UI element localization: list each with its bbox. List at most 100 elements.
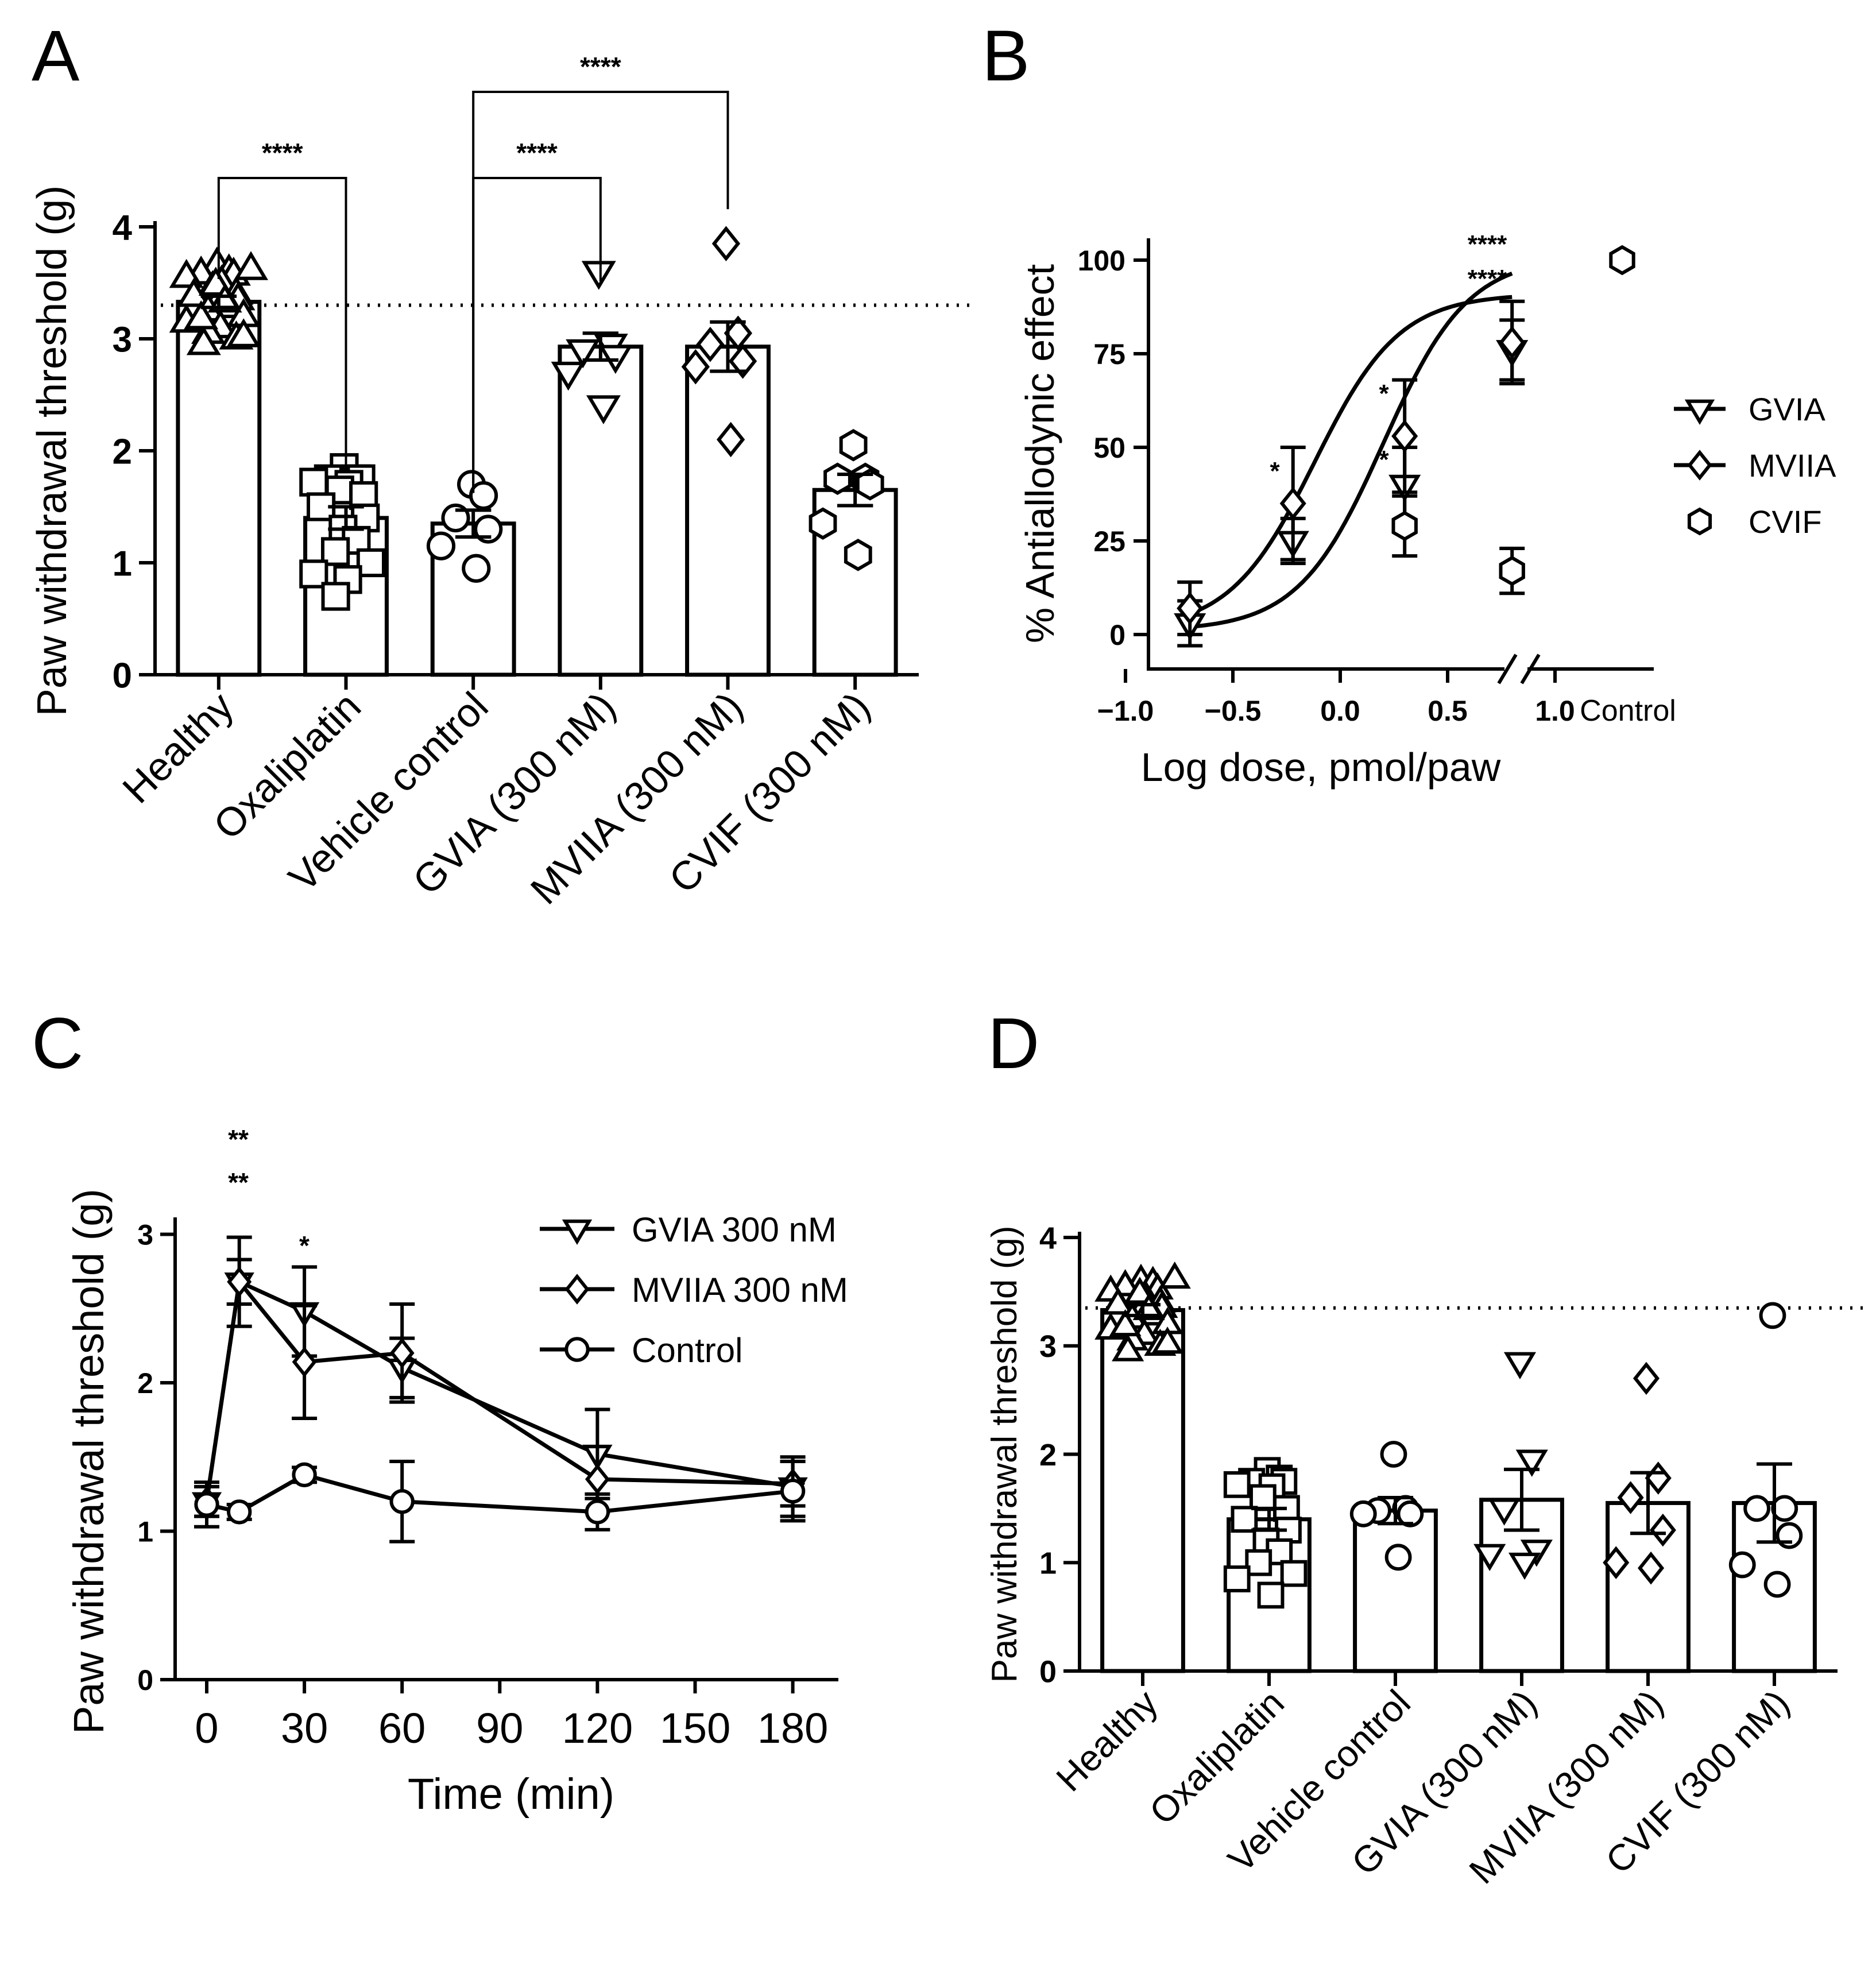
error-bar: [200, 294, 237, 310]
data-point: [716, 421, 745, 458]
data-point: [1380, 1441, 1407, 1468]
axis-lines: [1147, 238, 1654, 671]
data-point: [1112, 1334, 1144, 1362]
control-point: [1609, 245, 1635, 276]
bar: [1100, 1308, 1185, 1673]
x-tick-label: −0.5: [1205, 695, 1262, 727]
x-category-label: Healthy: [114, 683, 242, 811]
data-point: [1603, 1546, 1630, 1580]
axis-lines: [1078, 1232, 1838, 1673]
significance-label: *: [299, 1231, 310, 1260]
data-point: [728, 343, 757, 379]
series-line: [204, 1277, 793, 1502]
x-tick-label: 30: [281, 1704, 328, 1752]
data-point: [1515, 1449, 1548, 1477]
data-point: [681, 349, 710, 385]
axis-lines: [153, 221, 919, 676]
error-bar: [1251, 1506, 1287, 1532]
x-category-label: MVIIA (300 nM): [522, 683, 751, 912]
y-tick-label: 0: [1039, 1654, 1057, 1689]
legend-marker: [1684, 399, 1715, 425]
data-point: [1759, 1302, 1786, 1329]
data-point: [194, 1492, 219, 1517]
legend-label: GVIA 300 nM: [632, 1210, 837, 1249]
data-point: [856, 468, 884, 501]
x-tick-label: 180: [757, 1704, 828, 1752]
panel-label-b: B: [982, 16, 1030, 96]
panel-a-chart: 0 1 2 3 4 Paw withdrawal threshold (g) Healthy…: [29, 52, 976, 912]
data-point: [566, 339, 601, 369]
y-tick-label: 25: [1093, 525, 1125, 558]
data-point: [1638, 1551, 1665, 1585]
data-point: [1499, 326, 1526, 359]
data-point: [1508, 1552, 1541, 1580]
x-tick-label: 0.5: [1428, 695, 1468, 727]
x-axis-label: Time (min): [408, 1770, 614, 1819]
legend-marker: [564, 1274, 590, 1305]
error-bar: [1378, 1496, 1413, 1526]
data-point: [809, 507, 837, 540]
data-point: [321, 537, 350, 566]
bar: [176, 300, 262, 677]
y-tick-label: 75: [1093, 338, 1125, 370]
y-tick-label: 2: [137, 1367, 153, 1399]
data-point: [227, 1499, 252, 1525]
data-point: [724, 315, 753, 351]
significance-label: ****: [1468, 230, 1507, 258]
panel-label-d: D: [988, 1004, 1039, 1084]
data-point: [696, 326, 725, 362]
data-point: [234, 251, 268, 280]
data-point: [1771, 1495, 1798, 1522]
data-point: [292, 1462, 317, 1487]
data-point: [1384, 1544, 1412, 1571]
data-point: [581, 261, 616, 290]
data-point: [1231, 1506, 1258, 1533]
fit-curve-mviia: [1189, 295, 1513, 616]
x-axis-label: Log dose, pmol/paw: [1141, 745, 1501, 790]
data-point: [1123, 1277, 1156, 1304]
data-point: [462, 554, 491, 583]
significance-label: ****: [262, 138, 303, 168]
panel-label-a: A: [32, 16, 80, 96]
data-point: [1617, 1481, 1644, 1514]
significance-bracket: [472, 91, 729, 493]
data-point: [1158, 1261, 1191, 1289]
data-point: [389, 1489, 415, 1514]
error-bar: [1630, 1471, 1666, 1536]
x-tick-label: 0.0: [1320, 695, 1360, 727]
x-tick-label: 1.0: [1535, 695, 1575, 727]
y-tick-label: 1: [113, 544, 132, 583]
x-category-label: Healthy: [1049, 1682, 1166, 1799]
error-bar: [1757, 1462, 1792, 1544]
data-point: [1109, 1309, 1142, 1337]
y-tick-label: 0: [1109, 619, 1125, 651]
bar: [1353, 1509, 1438, 1673]
panel-b-chart: 0 25 50 75 100 −1.0 −0.5 0.0 0.5 1.0 Control Log do…: [1018, 230, 1836, 790]
bar: [685, 345, 771, 677]
data-point: [551, 361, 586, 391]
panel-label-c: C: [32, 1004, 83, 1084]
significance-label: **: [228, 1167, 249, 1197]
y-tick-label: 2: [113, 432, 132, 471]
data-point: [1488, 1498, 1521, 1526]
legend-label: MVIIA: [1749, 447, 1836, 484]
data-point: [1633, 1362, 1660, 1395]
y-tick-label: 1: [1039, 1546, 1057, 1581]
data-point: [1397, 1500, 1424, 1527]
y-tick-label: 1: [137, 1516, 153, 1548]
data-point: [186, 326, 221, 355]
legend-label: Control: [632, 1331, 742, 1370]
data-point: [426, 531, 456, 560]
x-tick-label: 120: [562, 1704, 633, 1752]
data-point: [1499, 555, 1525, 586]
y-tick-label: 4: [113, 208, 133, 247]
data-point: [1391, 419, 1418, 453]
y-tick-label: 2: [1039, 1438, 1057, 1472]
significance-label: ****: [1468, 265, 1507, 293]
data-point: [823, 462, 852, 495]
legend-marker: [562, 1219, 593, 1245]
y-tick-label: 0: [113, 656, 132, 695]
y-tick-label: 3: [1039, 1329, 1057, 1364]
significance-label: *: [1379, 446, 1389, 474]
